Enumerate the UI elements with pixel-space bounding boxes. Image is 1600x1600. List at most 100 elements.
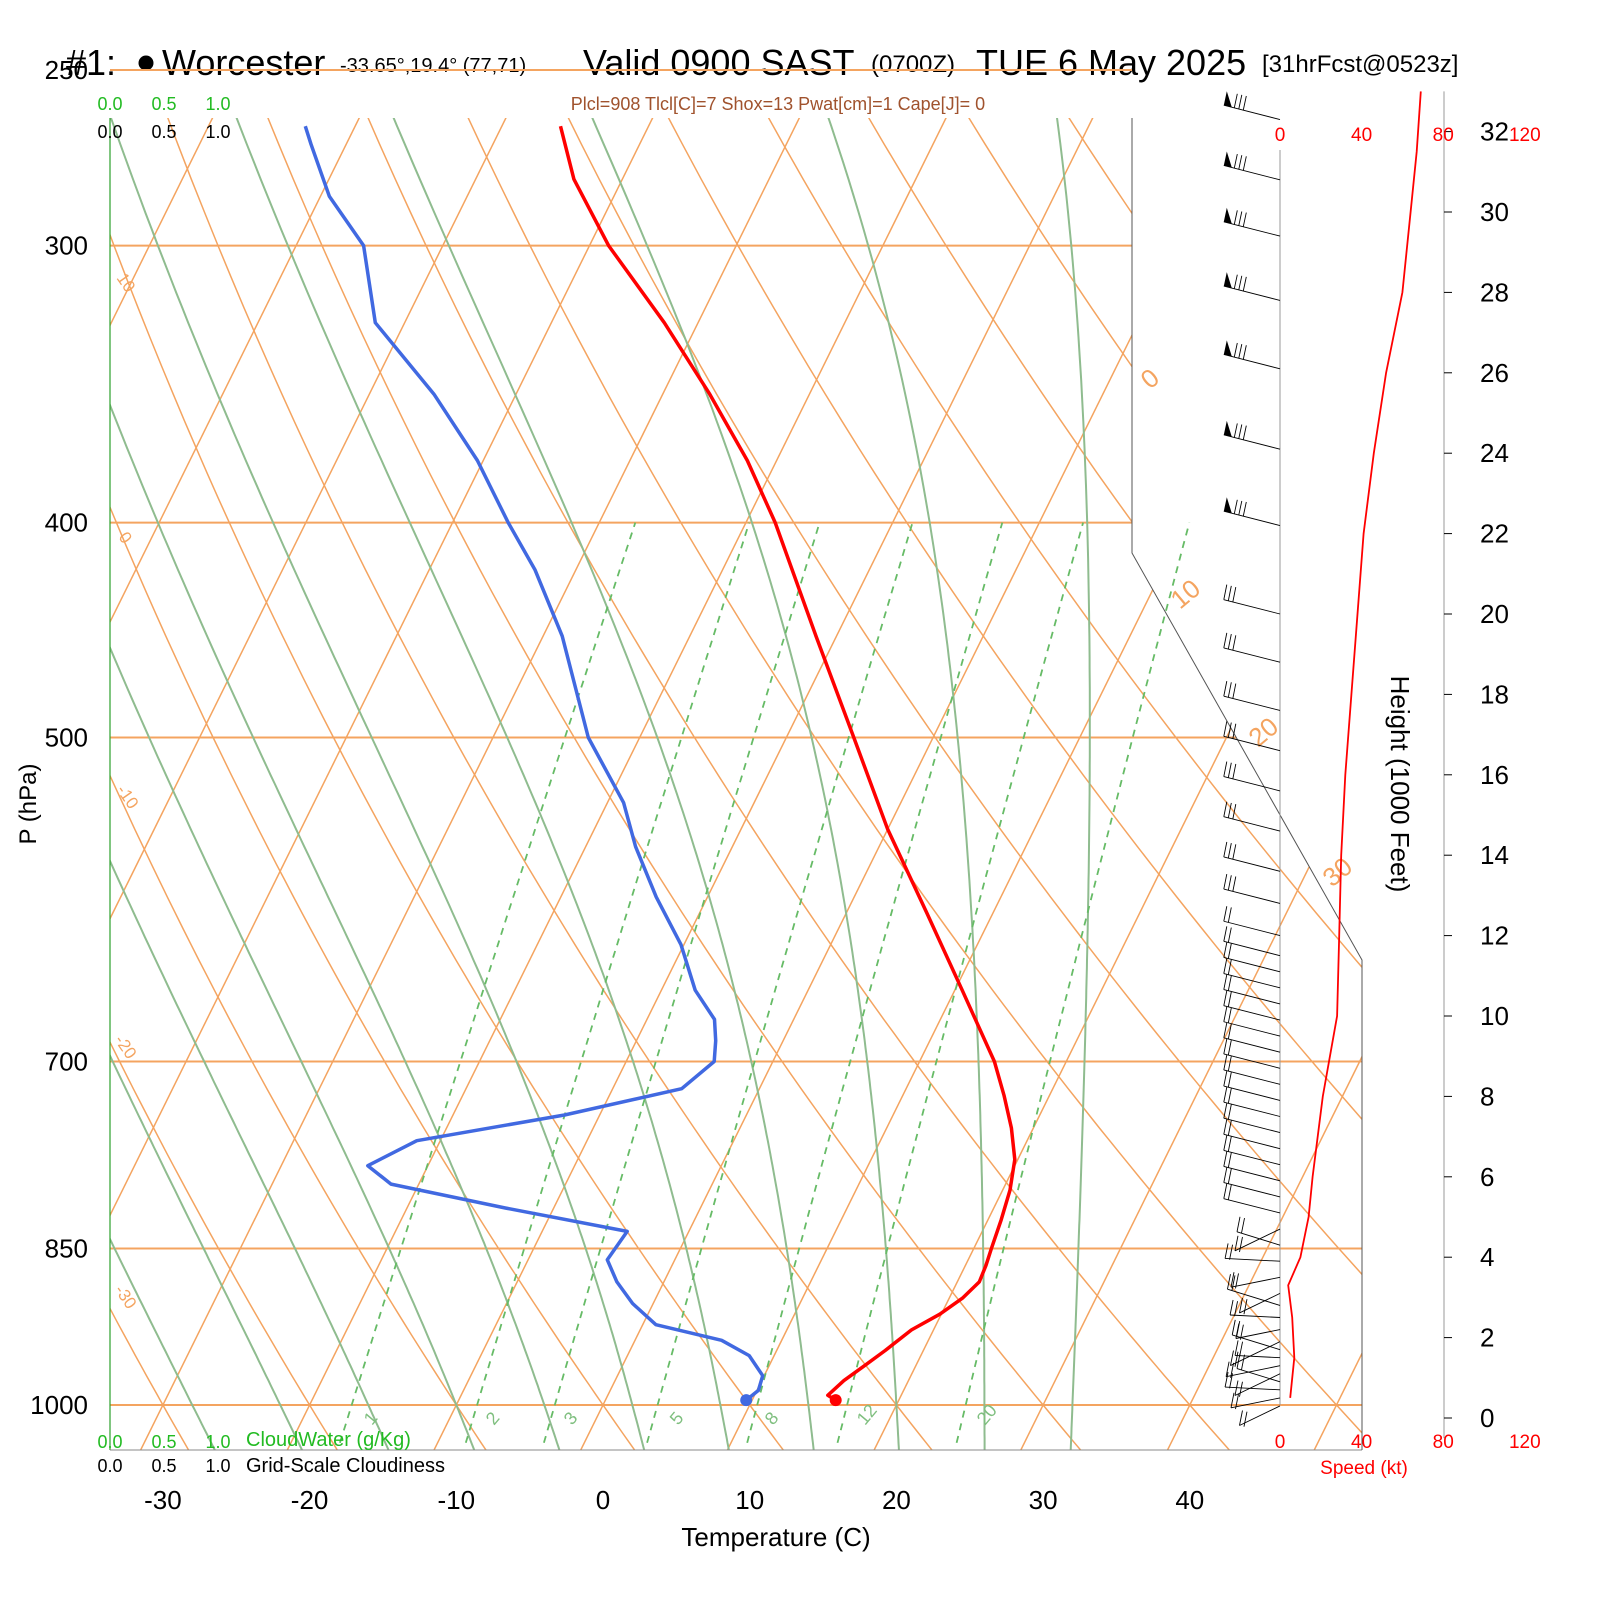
wind-barb-feather — [1232, 723, 1237, 739]
dry-adiabat-line — [110, 118, 644, 1450]
wind-barb-staff — [1223, 776, 1281, 792]
pressure-tick-label: 500 — [45, 723, 88, 753]
height-tick-label: 0 — [1480, 1403, 1494, 1433]
wind-barb-staff — [1230, 1341, 1281, 1366]
wind-barb-feather — [1227, 585, 1232, 601]
height-tick-label: 12 — [1480, 921, 1509, 951]
wind-barb-staff — [1223, 434, 1281, 450]
wind-barb-staff — [1223, 510, 1281, 526]
speed-tick-label: 120 — [1509, 125, 1541, 146]
wind-barb-feather — [1238, 275, 1243, 290]
x-tick-label: -30 — [144, 1485, 182, 1515]
wind-barb-staff — [1236, 1368, 1281, 1383]
wind-barb-feather — [1227, 1120, 1232, 1136]
height-tick-label: 18 — [1480, 679, 1509, 709]
wind-barb-feather — [1223, 990, 1228, 1006]
wind-barb-feather — [1227, 907, 1232, 923]
wind-barb-staff — [1223, 1149, 1281, 1166]
wind-barb-staff — [1239, 1405, 1281, 1426]
wind-barb-feather — [1234, 1380, 1239, 1396]
wind-barb-staff — [1223, 165, 1281, 181]
cloudiness-scale-label: 0.5 — [151, 1456, 176, 1476]
station-prefix: #1: — [66, 42, 116, 83]
speed-tick-label: 40 — [1351, 1432, 1372, 1453]
pressure-axis: 250 300 400 500 700 850 1000 — [30, 55, 88, 1420]
wind-barb-feather — [1233, 153, 1238, 169]
wind-barb-feather — [1227, 762, 1232, 778]
wind-barb-feather — [1234, 1301, 1239, 1317]
x-tick-label: 30 — [1029, 1485, 1058, 1515]
wind-barb-feather — [1227, 959, 1232, 975]
surface-temperature-point — [829, 1394, 842, 1407]
dry-adiabat-line — [120, 118, 942, 1450]
wind-barb-feather — [1227, 991, 1232, 1007]
dry-adiabat-line — [795, 118, 1362, 1450]
dry-adiabat-line — [602, 118, 1362, 1450]
wind-barb-feather — [1227, 927, 1232, 943]
temperature-axis: -30 -20 -10 0 10 20 30 40 — [144, 1485, 1204, 1515]
wind-barb-feather — [1230, 1362, 1235, 1378]
speed-tick-label: 0 — [1275, 1432, 1286, 1453]
wind-barb-feather — [1232, 635, 1237, 651]
pressure-tick-label: 1000 — [30, 1390, 88, 1420]
wind-barb-feather — [1223, 1038, 1228, 1054]
isotherm-line — [110, 118, 570, 1450]
x-axis-label: Temperature (C) — [681, 1522, 870, 1552]
frame-outline — [1131, 118, 1363, 1450]
mixing-ratio-label: 5 — [666, 1408, 688, 1429]
wind-barb-feather — [1242, 95, 1247, 111]
wind-barb-feather — [1223, 721, 1228, 737]
cloudwater-scale-label: 0.5 — [151, 1432, 176, 1452]
wind-barb-feather — [1232, 763, 1237, 780]
wind-barb-staff — [1223, 599, 1281, 615]
wind-barb-feather — [1242, 501, 1247, 517]
wind-barb-staff — [1223, 888, 1281, 904]
wind-barb-staff — [1223, 1133, 1281, 1150]
wind-barb-staff — [1223, 940, 1281, 957]
cloudiness-scale-label: 0.0 — [97, 122, 122, 142]
wind-barb-staff — [1223, 353, 1281, 370]
wind-barb-feather — [1231, 1275, 1236, 1291]
wind-barb-pennant — [1223, 272, 1232, 289]
height-axis-label: Height (1000 Feet) — [1385, 676, 1415, 893]
mixing-ratio-label: 3 — [560, 1408, 582, 1429]
speed-axis-label: Speed (kt) — [1320, 1458, 1408, 1479]
cloudwater-scale-label: 0.0 — [97, 1432, 122, 1452]
mixing-ratio-line — [836, 522, 1084, 1444]
x-tick-label: 20 — [882, 1485, 911, 1515]
wind-barb-feather — [1232, 844, 1237, 860]
wind-barb-feather — [1223, 761, 1228, 777]
wind-barb-feather — [1227, 1136, 1232, 1152]
wind-barb-staff — [1225, 1386, 1281, 1391]
cloudiness-scale-label: 1.0 — [205, 122, 230, 142]
dry-adiabat-line — [217, 118, 1091, 1450]
wind-barb-staff — [1223, 1005, 1281, 1021]
height-tick-label: 16 — [1480, 760, 1509, 790]
wind-barb-feather — [1236, 1216, 1241, 1232]
wind-barb-staff — [1234, 1373, 1281, 1396]
wind-barb-feather — [1238, 424, 1243, 439]
wind-barb-feather — [1238, 211, 1243, 226]
wind-barb-feather — [1233, 93, 1238, 108]
moist-adiabat-line — [110, 118, 217, 1450]
wind-barb-feather — [1227, 802, 1232, 819]
wind-barb-staff — [1223, 1198, 1281, 1214]
wind-barb-staff — [1223, 1166, 1281, 1182]
wind-barb-feather — [1239, 1381, 1243, 1397]
mixing-ratio-line — [955, 522, 1191, 1444]
wind-barb-feather — [1233, 274, 1238, 289]
wind-barb-feather — [1223, 874, 1228, 890]
height-tick-label: 10 — [1480, 1001, 1509, 1031]
cloudiness-scale-label: 1.0 — [205, 1456, 230, 1476]
stability-indices: Plcl=908 Tlcl[C]=7 Shox=13 Pwat[cm]=1 Ca… — [571, 94, 985, 114]
wind-barb-feather — [1223, 1119, 1228, 1135]
moist-adiabat-line — [110, 118, 646, 1450]
station-marker-icon — [138, 55, 154, 71]
wind-barb-feather — [1227, 634, 1232, 650]
isotherm-line — [110, 118, 717, 1450]
isotherm-label: -20 — [111, 1031, 141, 1062]
wind-barb-feather — [1227, 1104, 1232, 1120]
wind-barb-feather — [1243, 1299, 1248, 1315]
wind-barb-feather — [1223, 584, 1228, 600]
wind-barb-staff — [1226, 1365, 1281, 1378]
